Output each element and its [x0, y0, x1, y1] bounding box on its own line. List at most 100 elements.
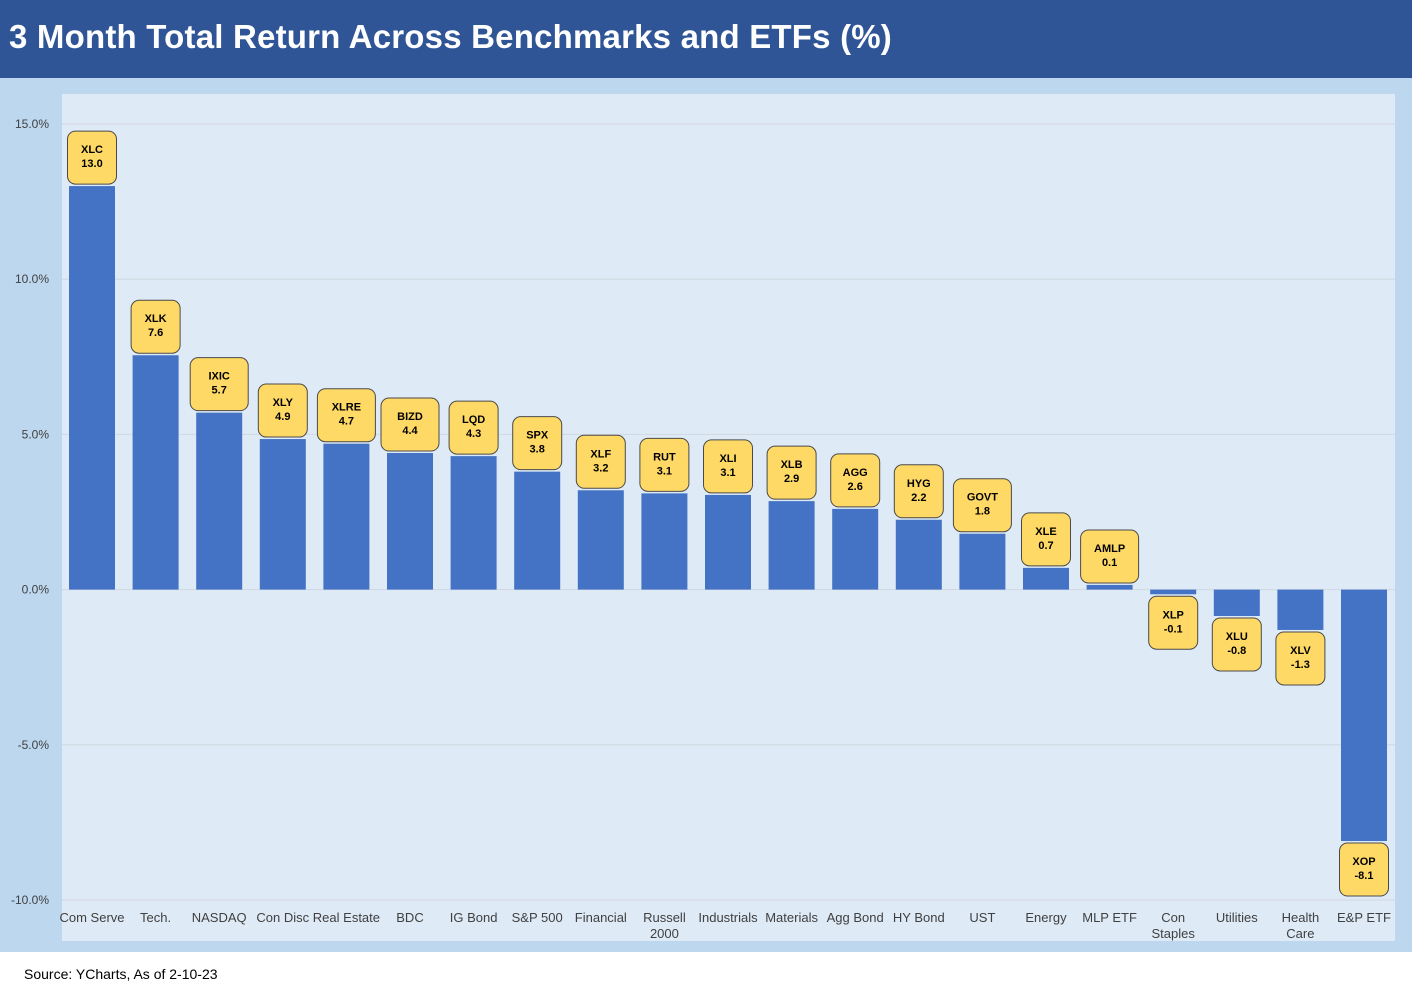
y-tick-label: -10.0%: [11, 893, 49, 907]
data-label-ticker: SPX: [526, 430, 549, 442]
data-label-ticker: XLE: [1035, 526, 1056, 538]
data-label-box: [1339, 842, 1389, 897]
data-label-box: [189, 357, 249, 412]
x-tick-label: IG Bond: [450, 910, 498, 925]
bar: [577, 490, 624, 590]
x-tick-label: BDC: [396, 910, 423, 925]
x-tick-label: Care: [1286, 926, 1314, 941]
x-tick-label: S&P 500: [512, 910, 563, 925]
data-label-value: 1.8: [975, 506, 990, 518]
x-tick-label: Materials: [765, 910, 818, 925]
x-tick-label: UST: [969, 910, 995, 925]
data-label-ticker: AGG: [843, 467, 868, 479]
data-label-ticker: XLY: [273, 397, 294, 409]
x-tick-label: MLP ETF: [1082, 910, 1137, 925]
x-tick-label: Industrials: [698, 910, 758, 925]
data-label-ticker: XLV: [1290, 645, 1311, 657]
bar: [132, 355, 179, 590]
data-label-box: [766, 445, 817, 500]
x-tick-label: Staples: [1152, 926, 1196, 941]
data-label-box: [703, 439, 753, 494]
data-label-box: [130, 299, 181, 354]
bar: [705, 494, 751, 590]
data-label-box: [830, 453, 881, 508]
y-tick-label: 5.0%: [22, 427, 50, 441]
data-label-value: 3.8: [530, 444, 545, 456]
bar: [69, 186, 115, 590]
data-label-box: [316, 388, 376, 443]
data-label-box: [380, 397, 440, 452]
bar: [387, 453, 433, 590]
bar: [895, 519, 942, 590]
data-label-box: [1021, 512, 1071, 567]
y-tick-label: 15.0%: [15, 117, 49, 131]
data-label-value: 3.2: [593, 462, 608, 474]
bar: [1277, 589, 1324, 630]
data-label-box: [512, 416, 563, 471]
data-label-ticker: XLU: [1226, 631, 1248, 643]
data-label-value: -0.8: [1227, 645, 1246, 657]
source-note: Source: YCharts, As of 2-10-23: [24, 966, 218, 982]
data-label-ticker: AMLP: [1094, 543, 1125, 555]
data-label-ticker: RUT: [653, 451, 676, 463]
x-tick-label: Energy: [1025, 910, 1067, 925]
x-tick-label: E&P ETF: [1337, 910, 1391, 925]
data-label-value: 3.1: [720, 467, 735, 479]
data-label-value: 4.3: [466, 428, 481, 440]
x-tick-label: Agg Bond: [827, 910, 884, 925]
data-label-box: [1211, 617, 1262, 672]
data-label-box: [448, 400, 499, 455]
data-label-value: -8.1: [1355, 870, 1374, 882]
x-tick-label: Financial: [575, 910, 627, 925]
data-label-ticker: XLF: [590, 448, 611, 460]
bar: [1213, 589, 1260, 616]
x-tick-label: HY Bond: [893, 910, 945, 925]
data-label-value: 13.0: [81, 158, 102, 170]
x-tick-label: Utilities: [1216, 910, 1258, 925]
data-label-box: [952, 478, 1012, 533]
data-label-ticker: XLI: [719, 453, 736, 465]
data-label-box: [257, 383, 308, 438]
data-label-ticker: LQD: [462, 414, 485, 426]
data-label-ticker: XOP: [1352, 856, 1375, 868]
data-label-value: -0.1: [1164, 623, 1183, 635]
data-label-value: 0.1: [1102, 557, 1117, 569]
y-tick-label: 0.0%: [22, 583, 50, 597]
data-label-value: -1.3: [1291, 659, 1310, 671]
data-label-ticker: XLC: [81, 144, 103, 156]
data-label-ticker: BIZD: [397, 411, 423, 423]
chart-area: 15.0% 10.0% 5.0% 0.0% -5.0% -10.0% XLC 13.0 Com …: [0, 78, 1412, 952]
data-label-ticker: XLP: [1162, 609, 1183, 621]
data-label-value: 4.9: [275, 411, 290, 423]
data-label-ticker: IXIC: [208, 371, 229, 383]
bar: [768, 501, 815, 590]
bar: [832, 508, 879, 590]
x-tick-label: Tech.: [140, 910, 171, 925]
x-tick-label: Health: [1282, 910, 1320, 925]
data-label-ticker: XLB: [781, 459, 803, 471]
bar: [323, 443, 370, 590]
footer: Source: YCharts, As of 2-10-23: [0, 952, 1412, 1000]
bar: [196, 412, 243, 590]
y-tick-label: -5.0%: [18, 738, 50, 752]
data-label-box: [1275, 631, 1326, 686]
data-label-value: 3.1: [657, 465, 672, 477]
bar: [1023, 567, 1069, 590]
x-tick-label: Real Estate: [313, 910, 380, 925]
header-bar: 3 Month Total Return Across Benchmarks a…: [0, 0, 1412, 78]
data-label-box: [639, 437, 690, 492]
data-label-value: 4.7: [339, 416, 354, 428]
data-label-value: 7.6: [148, 327, 163, 339]
data-label-value: 2.2: [911, 492, 926, 504]
data-label-value: 5.7: [212, 385, 227, 397]
data-label-ticker: XLRE: [332, 402, 361, 414]
data-label-value: 2.9: [784, 473, 799, 485]
bar: [641, 493, 688, 590]
data-label-ticker: XLK: [145, 313, 167, 325]
data-label-box: [1080, 529, 1140, 584]
x-tick-label: 2000: [650, 926, 679, 941]
chart-title: 3 Month Total Return Across Benchmarks a…: [9, 18, 892, 55]
bar: [259, 439, 306, 590]
data-label-ticker: GOVT: [967, 492, 998, 504]
bar-chart: 15.0% 10.0% 5.0% 0.0% -5.0% -10.0% XLC 13.0 Com …: [11, 94, 1395, 941]
